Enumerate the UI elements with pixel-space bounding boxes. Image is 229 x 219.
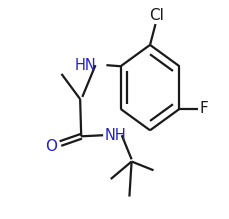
Text: HN: HN — [74, 58, 96, 73]
Text: Cl: Cl — [149, 8, 163, 23]
Text: NH: NH — [104, 128, 125, 143]
Text: F: F — [198, 101, 207, 117]
Text: O: O — [44, 139, 56, 154]
